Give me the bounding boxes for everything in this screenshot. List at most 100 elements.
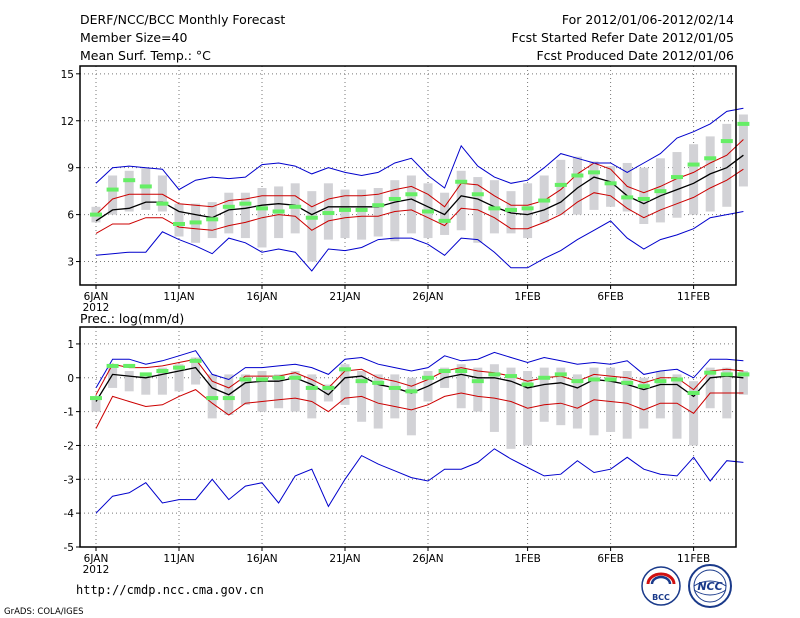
temp-spread-box xyxy=(722,123,732,207)
temp-spread-box xyxy=(506,191,516,234)
temp-spread-box xyxy=(622,162,632,212)
precip-mean-marker xyxy=(189,358,202,363)
precip-mean-marker xyxy=(654,379,667,384)
precip-mean-marker xyxy=(438,369,451,373)
temp-xtick-label: 16JAN xyxy=(246,291,277,303)
precip-spread-box xyxy=(655,371,665,419)
temp-mean-marker xyxy=(538,198,551,203)
temp-mean-marker xyxy=(355,207,368,212)
precip-spread-box xyxy=(589,367,599,436)
precip-ytick-label: -4 xyxy=(64,508,75,520)
temp-mean-marker xyxy=(704,156,717,161)
temp-mean-marker xyxy=(488,206,501,211)
temp-mean-marker xyxy=(422,209,434,214)
temp-spread-box xyxy=(224,192,234,234)
temp-spread-box xyxy=(406,175,416,234)
precip-spread-box xyxy=(307,374,317,419)
ncc-logo-text: NCC xyxy=(697,580,722,593)
temp-mean-marker xyxy=(189,220,202,225)
temp-spread-box xyxy=(124,170,134,212)
temp-mean-marker xyxy=(455,179,468,184)
precip-mean-marker xyxy=(372,380,385,385)
precip-spread-box xyxy=(390,374,400,419)
precip-spread-box xyxy=(556,367,566,426)
grads-credit: GrADS: COLA/IGES xyxy=(4,607,84,617)
precip-ytick-label: -5 xyxy=(64,542,74,554)
temp-spread-box xyxy=(357,189,367,240)
temp-ytick-label: 12 xyxy=(61,116,74,128)
precip-mean-marker xyxy=(704,370,717,375)
temp-line-lower-outer xyxy=(95,211,744,272)
precip-mean-marker xyxy=(90,396,102,401)
temperature-panel: 3 6 9 12 15 6JAN 11JAN 16JAN 21JAN 26JAN 1FEB 6FEB 1… xyxy=(61,65,750,314)
precip-mean-marker xyxy=(505,374,517,379)
temp-spread-box xyxy=(157,175,167,212)
temp-mean-marker xyxy=(388,196,401,201)
temp-line-lower-inner xyxy=(95,168,744,234)
precip-year-label: 2012 xyxy=(83,564,110,576)
precip-line-lower-inner xyxy=(95,389,744,429)
precip-line-median xyxy=(95,366,744,402)
precip-ytick-label: -3 xyxy=(64,474,74,486)
temp-mean-marker xyxy=(621,195,634,200)
temp-mean-marker xyxy=(239,201,252,206)
precip-mean-marker xyxy=(156,369,169,373)
precip-ytick-label: -1 xyxy=(64,407,74,419)
precip-spread-box xyxy=(639,377,649,429)
precip-mean-marker xyxy=(388,385,401,390)
precip-xtick-label: 21JAN xyxy=(329,553,360,565)
precip-spread-box xyxy=(738,371,748,395)
temp-year-label: 2012 xyxy=(83,302,110,314)
temp-spread-box xyxy=(108,175,118,215)
temp-spread-box xyxy=(456,170,466,231)
precip-spread-box xyxy=(240,374,250,405)
precip-spread-box xyxy=(91,398,101,412)
precip-spread-box xyxy=(157,367,167,395)
precip-xtick-label: 11JAN xyxy=(163,553,194,565)
temp-mean-marker xyxy=(571,173,584,178)
precip-mean-marker xyxy=(222,396,235,401)
temp-spread-box xyxy=(340,189,350,239)
precip-mean-marker xyxy=(687,391,700,395)
temp-mean-marker xyxy=(405,192,418,197)
temp-mean-marker xyxy=(521,206,534,211)
precip-panel-title: Prec.: log(mm/d) xyxy=(80,311,184,326)
temp-spread-box xyxy=(141,167,151,210)
temp-frame xyxy=(79,65,737,286)
precip-mean-marker xyxy=(355,379,368,384)
temp-xtick-label: 21JAN xyxy=(329,291,360,303)
precip-mean-marker xyxy=(106,363,119,368)
temp-mean-marker xyxy=(173,221,185,226)
precip-mean-marker xyxy=(737,372,750,377)
temp-mean-marker xyxy=(90,212,102,217)
temp-spread-box xyxy=(174,203,184,237)
ncc-logo: NCC xyxy=(688,564,732,608)
temp-mean-marker xyxy=(222,204,235,209)
precip-spread-box xyxy=(323,384,333,402)
temp-spread-box xyxy=(672,152,682,218)
temp-line-upper-outer xyxy=(95,107,744,191)
temp-mean-marker xyxy=(322,211,335,216)
temp-mean-marker xyxy=(139,184,152,189)
temp-mean-marker xyxy=(687,162,700,167)
temp-mean-marker xyxy=(654,189,667,194)
precip-line-upper-inner xyxy=(95,358,744,395)
source-url: http://cmdp.ncc.cma.gov.cn xyxy=(76,583,264,597)
precip-mean-marker xyxy=(272,375,285,380)
temp-spread-box xyxy=(689,144,699,215)
temp-line-median xyxy=(95,154,744,222)
forecast-title: DERF/NCC/BCC Monthly Forecast xyxy=(80,12,285,27)
temp-ytick-label: 9 xyxy=(67,163,74,175)
precip-mean-marker xyxy=(538,375,551,380)
precip-mean-marker xyxy=(455,369,468,373)
temp-mean-marker xyxy=(206,217,219,222)
precip-xtick-label: 6FEB xyxy=(597,553,624,565)
precip-mean-marker xyxy=(588,377,600,382)
precip-mean-marker xyxy=(488,372,501,377)
precip-spread-box xyxy=(506,367,516,449)
temp-mean-marker xyxy=(339,207,351,212)
precip-spread-box xyxy=(174,364,184,392)
precip-xtick-label: 11FEB xyxy=(677,553,710,565)
precip-spread-box xyxy=(473,367,483,412)
precip-mean-marker xyxy=(256,377,268,382)
